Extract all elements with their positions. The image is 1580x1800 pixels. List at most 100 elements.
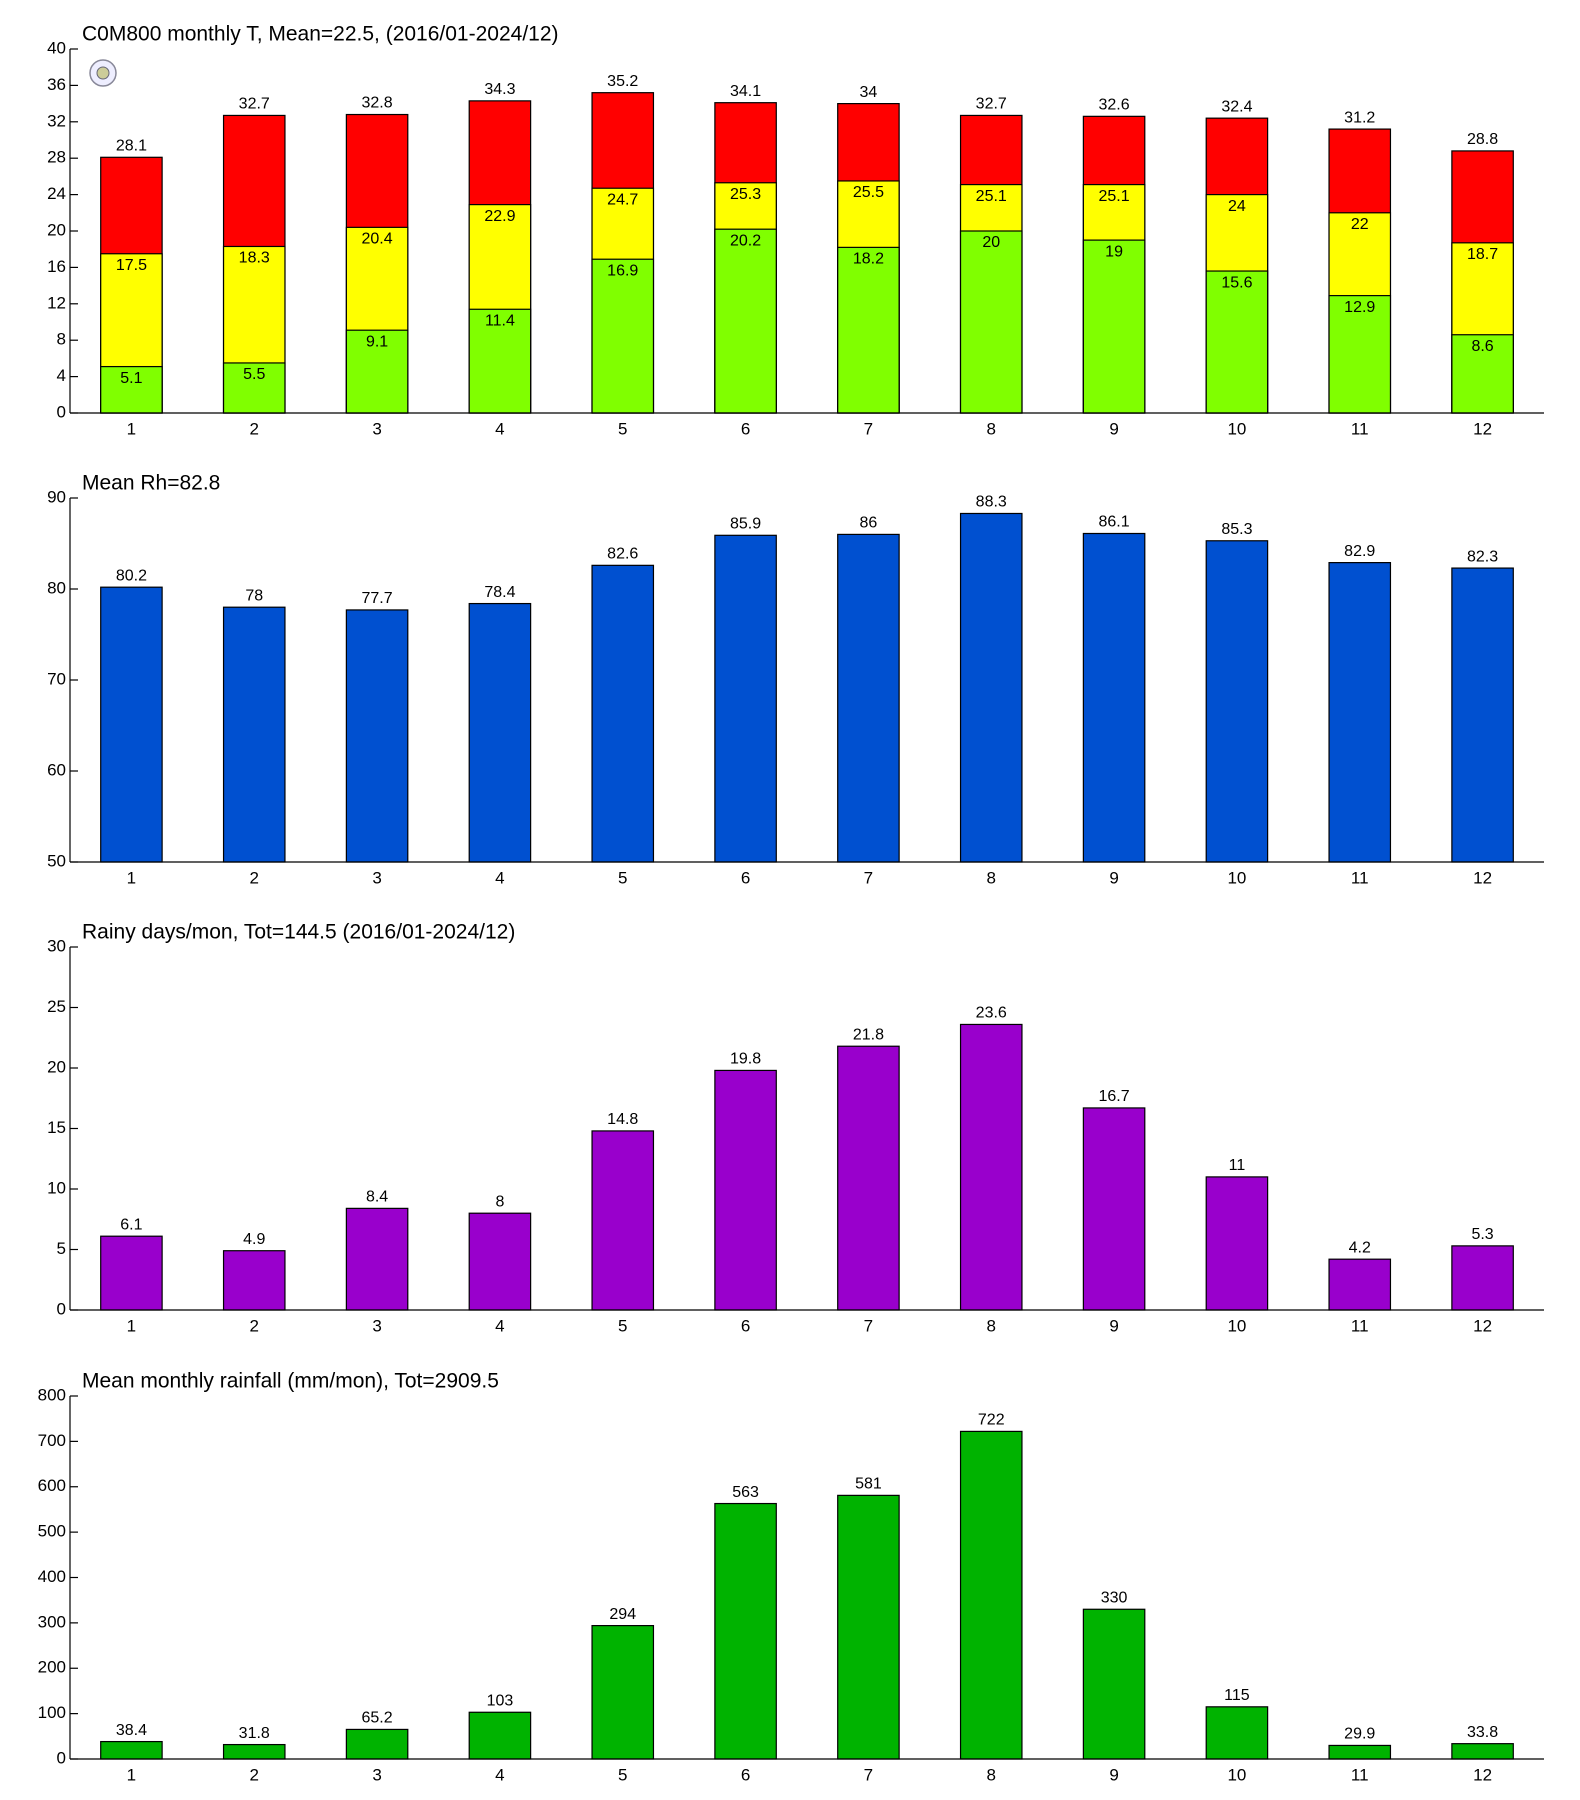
value-label: 80.2 <box>116 567 147 584</box>
value-label: 17.5 <box>116 257 147 274</box>
bar <box>345 1728 409 1760</box>
bar <box>591 258 655 414</box>
x-tick-label: 3 <box>372 419 381 438</box>
value-label: 20 <box>982 234 1000 251</box>
value-label: 6.1 <box>120 1216 142 1233</box>
y-tick-label: 300 <box>38 1612 66 1631</box>
bar <box>345 329 409 414</box>
value-label: 18.3 <box>239 250 270 267</box>
x-tick-label: 5 <box>618 868 627 887</box>
bar <box>591 564 655 863</box>
y-tick-label: 10 <box>47 1178 66 1197</box>
x-tick-label: 8 <box>987 419 996 438</box>
x-tick-label: 12 <box>1473 1316 1492 1335</box>
chart-title: Mean Rh=82.8 <box>82 472 220 495</box>
value-label: 77.7 <box>362 590 393 607</box>
value-label: 19.8 <box>730 1051 761 1068</box>
bar <box>222 1250 286 1311</box>
bar <box>591 1130 655 1311</box>
y-tick-label: 20 <box>47 220 66 239</box>
y-tick-label: 70 <box>47 669 66 688</box>
value-label: 4.9 <box>243 1231 265 1248</box>
x-tick-label: 11 <box>1351 1765 1369 1784</box>
value-label: 5.5 <box>243 366 265 383</box>
x-tick-label: 10 <box>1227 1765 1246 1784</box>
value-label: 34.3 <box>484 81 515 98</box>
x-tick-label: 5 <box>618 1765 627 1784</box>
value-label: 82.9 <box>1344 543 1375 560</box>
y-tick-label: 28 <box>47 148 66 167</box>
value-label: 86.1 <box>1099 514 1130 531</box>
bar <box>714 1502 777 1760</box>
y-tick-label: 4 <box>57 366 66 385</box>
value-label: 563 <box>732 1484 759 1501</box>
value-label: 28.8 <box>1467 131 1498 148</box>
bar <box>222 362 286 414</box>
y-tick-label: 8 <box>57 330 66 349</box>
x-tick-label: 6 <box>741 868 750 887</box>
bar <box>222 606 286 863</box>
value-label: 25.1 <box>1099 188 1130 205</box>
value-label: 32.6 <box>1099 97 1130 114</box>
y-tick-label: 30 <box>47 936 66 955</box>
bar <box>959 1430 1023 1760</box>
x-tick-label: 5 <box>618 1316 627 1335</box>
bar <box>837 1045 900 1311</box>
bar <box>1451 1743 1514 1760</box>
x-tick-label: 8 <box>987 868 996 887</box>
x-tick-label: 1 <box>127 1316 136 1335</box>
y-tick-label: 200 <box>38 1658 66 1677</box>
value-label: 23.6 <box>976 1005 1007 1022</box>
y-tick-label: 0 <box>57 1748 66 1767</box>
value-label: 32.8 <box>362 95 393 112</box>
value-label: 82.6 <box>607 546 638 563</box>
value-label: 25.1 <box>976 188 1007 205</box>
bar <box>222 1743 286 1760</box>
x-tick-label: 1 <box>127 868 136 887</box>
value-label: 5.3 <box>1471 1226 1493 1243</box>
y-tick-label: 90 <box>47 487 66 506</box>
bar <box>468 1212 532 1311</box>
value-label: 38.4 <box>116 1722 147 1739</box>
y-tick-label: 32 <box>47 111 66 130</box>
value-label: 85.3 <box>1221 521 1252 538</box>
x-tick-label: 1 <box>127 1765 136 1784</box>
value-label: 11 <box>1229 1157 1246 1174</box>
value-label: 18.2 <box>853 251 884 268</box>
value-label: 8.6 <box>1471 338 1493 355</box>
value-label: 11.4 <box>485 312 515 329</box>
bar <box>468 308 532 414</box>
bar <box>1082 1608 1146 1760</box>
value-label: 25.3 <box>730 186 761 203</box>
x-tick-label: 6 <box>741 1765 750 1784</box>
y-tick-label: 12 <box>47 293 66 312</box>
bar <box>837 1494 900 1760</box>
value-label: 78 <box>245 587 263 604</box>
bar <box>100 586 163 863</box>
x-tick-label: 12 <box>1473 419 1492 438</box>
value-label: 85.9 <box>730 516 761 533</box>
bar <box>714 534 777 863</box>
bar <box>1451 334 1514 414</box>
x-tick-label: 11 <box>1351 868 1369 887</box>
value-label: 82.3 <box>1467 548 1498 565</box>
x-tick-label: 4 <box>495 1316 504 1335</box>
chart-title: Rainy days/mon, Tot=144.5 (2016/01-2024/… <box>82 921 515 944</box>
value-label: 19 <box>1105 243 1123 260</box>
value-label: 20.2 <box>730 232 761 249</box>
bar <box>468 602 532 863</box>
y-tick-label: 15 <box>47 1118 66 1137</box>
x-tick-label: 9 <box>1109 1316 1118 1335</box>
value-label: 22.9 <box>484 208 515 225</box>
x-tick-label: 1 <box>127 419 136 438</box>
bar <box>714 228 777 414</box>
value-label: 9.1 <box>366 333 388 350</box>
value-label: 25.5 <box>853 184 884 201</box>
bar <box>714 1069 777 1311</box>
value-label: 103 <box>487 1692 514 1709</box>
bar <box>1205 540 1269 863</box>
x-tick-label: 2 <box>250 868 259 887</box>
x-tick-label: 7 <box>864 1765 873 1784</box>
bar <box>1082 1107 1146 1311</box>
value-label: 115 <box>1224 1687 1250 1704</box>
